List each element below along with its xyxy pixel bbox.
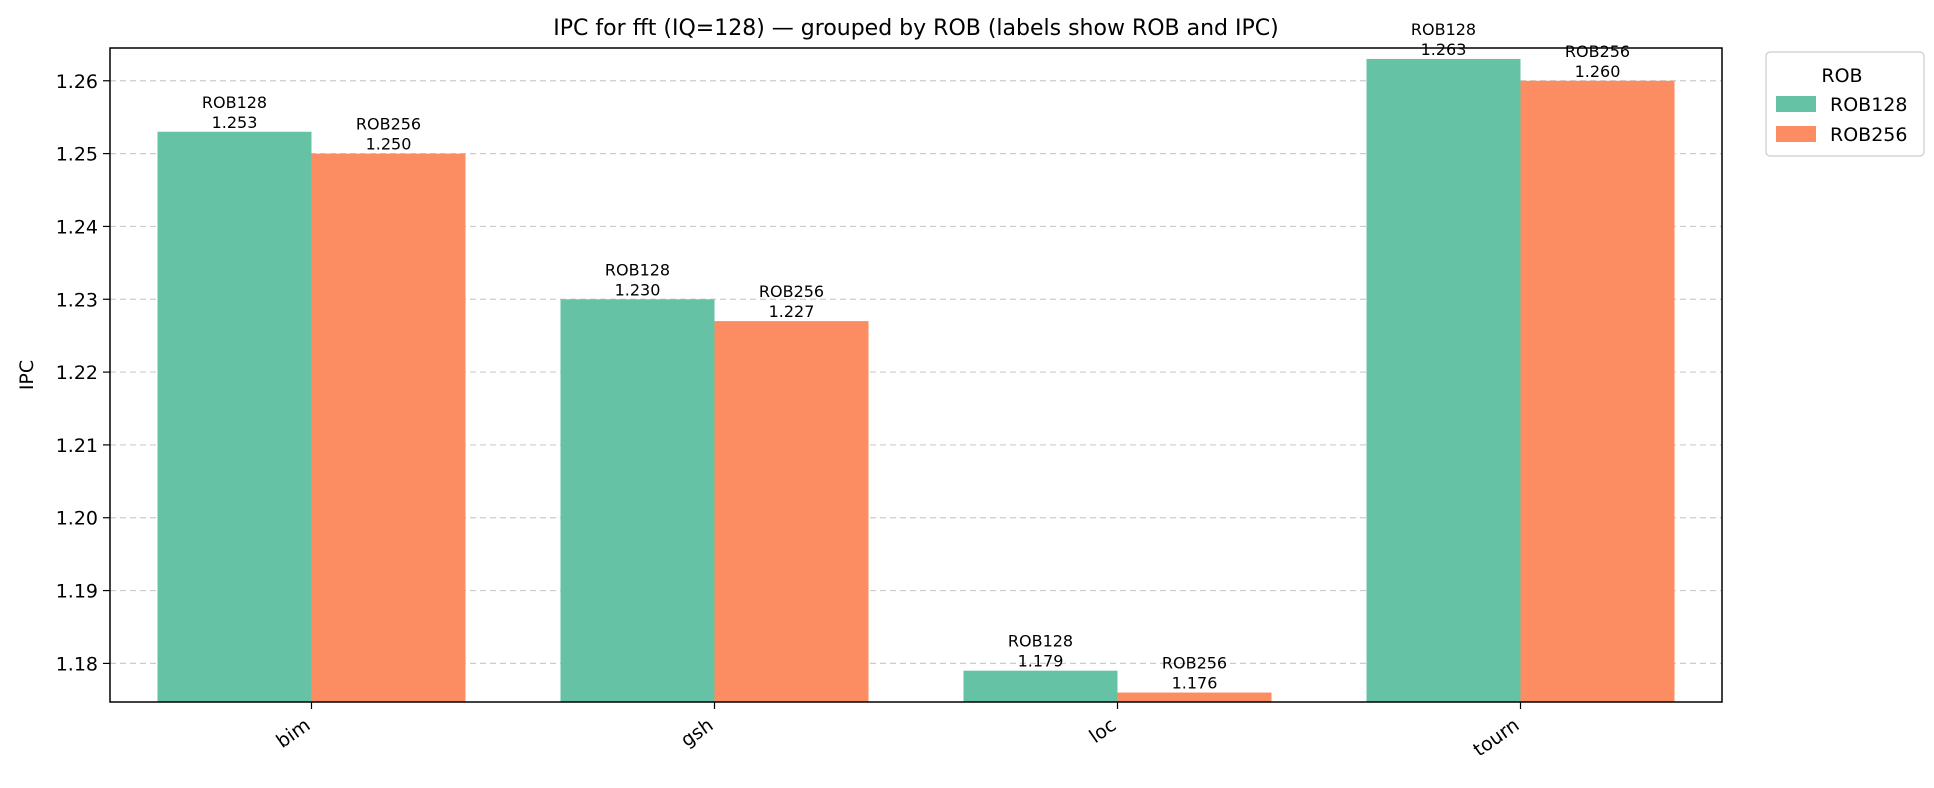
- bar-label-value: 1.263: [1421, 40, 1467, 59]
- y-tick-label: 1.21: [56, 435, 98, 457]
- bar-label-series: ROB256: [1565, 42, 1630, 61]
- y-tick-label: 1.22: [56, 362, 98, 384]
- bar-rob256-bim: [311, 153, 466, 703]
- bar-rob256-loc: [1117, 692, 1272, 702]
- legend-title: ROB: [1821, 65, 1862, 87]
- bar-label-value: 1.250: [366, 135, 412, 154]
- bar-label-series: ROB128: [605, 260, 670, 279]
- bar-label-series: ROB256: [1162, 654, 1227, 673]
- bar-label-series: ROB256: [759, 282, 824, 301]
- bar-rob256-gsh: [714, 321, 869, 702]
- bar-label-value: 1.230: [615, 280, 661, 299]
- bar-label-series: ROB256: [356, 115, 421, 134]
- bar-label-value: 1.227: [769, 302, 815, 321]
- bar-label-value: 1.176: [1172, 674, 1218, 693]
- bars-layer: [157, 58, 1675, 703]
- legend-swatch-rob128: [1776, 96, 1816, 112]
- plot-frame: [109, 47, 1723, 703]
- bar-rob256-tourn: [1520, 80, 1675, 702]
- y-tick-label: 1.26: [56, 71, 98, 93]
- y-tick-label: 1.20: [56, 508, 98, 530]
- legend-entries: ROB128 ROB256: [1776, 94, 1907, 146]
- y-tick-label: 1.19: [56, 581, 98, 603]
- legend: ROB ROB128 ROB256: [1765, 51, 1925, 157]
- chart-title: IPC for fft (IQ=128) — grouped by ROB (l…: [553, 16, 1278, 41]
- bar-label-series: ROB128: [202, 93, 267, 112]
- y-tick-label: 1.18: [56, 653, 98, 675]
- bar-label-series: ROB128: [1411, 20, 1476, 39]
- y-tick-label: 1.24: [56, 216, 98, 238]
- x-tick-label-bim: bim: [272, 714, 314, 753]
- legend-swatch-rob256: [1776, 126, 1816, 142]
- bar-label-value: 1.260: [1575, 62, 1621, 81]
- x-tick-label-loc: loc: [1085, 714, 1120, 748]
- bar-rob128-tourn: [1366, 58, 1521, 703]
- legend-label-rob128: ROB128: [1830, 94, 1907, 116]
- y-tick-label: 1.23: [56, 289, 98, 311]
- bar-label-value: 1.253: [212, 113, 258, 132]
- bar-rob128-gsh: [560, 299, 715, 702]
- x-tick-label-tourn: tourn: [1469, 714, 1523, 761]
- bar-label-value: 1.179: [1018, 652, 1064, 671]
- bar-rob128-loc: [963, 670, 1118, 702]
- y-axis-label: IPC: [16, 360, 38, 390]
- legend-label-rob256: ROB256: [1830, 124, 1907, 146]
- bar-label-series: ROB128: [1008, 632, 1073, 651]
- y-tick-label: 1.25: [56, 144, 98, 166]
- bar-rob128-bim: [157, 131, 312, 702]
- x-tick-label-gsh: gsh: [677, 714, 717, 752]
